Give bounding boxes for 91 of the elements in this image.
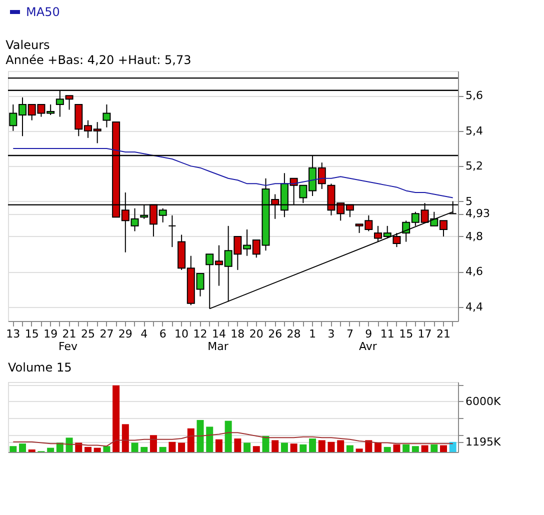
bar [440,445,447,452]
x-tick-label: 20 [249,328,264,340]
bar [244,442,251,452]
bar [140,446,148,452]
x-tick-label: 4 [140,328,148,340]
bar [178,442,186,452]
x-tick-label: 15 [399,328,414,340]
bar [346,445,354,452]
bar [94,448,101,452]
bar [19,444,26,452]
bar [430,444,438,452]
bar [300,444,307,452]
x-tick-label: 12 [193,328,208,340]
text: Avr [359,340,378,353]
x-tick-label: 21 [62,328,76,340]
bar [252,446,260,452]
y-tick-label: 5,4 [466,124,483,138]
x-tick-label: 28 [286,328,301,340]
x-tick-label: 18 [230,328,245,340]
y-tick-label: 4,93 [466,207,490,220]
bar [318,440,326,452]
x-tick-label: 19 [44,328,58,340]
bar [66,438,73,452]
bar [131,442,138,452]
x-tick-label: 9 [365,328,372,340]
bar [374,442,382,452]
y-tick-label: 5 [466,194,472,208]
x-tick-label: 27 [100,328,114,340]
bar [187,428,194,452]
text: Fev [58,340,78,353]
x-tick-label: 11 [380,328,394,340]
bar [328,442,335,452]
x-tick-label: 29 [118,328,132,340]
bar [262,436,270,452]
bar [47,448,54,452]
y-tick-label: 4,6 [466,265,483,278]
text: Mar [208,340,229,353]
bar [159,446,166,452]
x-tick-label: 14 [212,328,226,340]
bar [356,448,363,452]
bar [337,440,344,452]
x-tick-label: 26 [268,328,282,340]
x-tick-label: 6 [159,328,166,340]
bar [168,442,176,452]
bar [196,420,204,452]
y-tick-label: 5,2 [466,160,483,173]
bar [215,439,222,452]
bar [112,385,120,452]
x-tick-label: 17 [418,328,432,340]
bar [290,444,298,452]
bar [122,424,129,452]
chart-subtitle: Année +Bas: 4,20 +Haut: 5,73 [6,53,192,67]
bar [280,442,288,452]
chart-title: Valeurs [6,38,50,52]
candlestick [168,214,176,248]
bar [449,442,456,452]
bar [206,426,214,452]
bar [28,449,36,452]
bar [412,446,419,452]
x-tick-label: 3 [328,328,335,340]
x-tick-label: 21 [436,328,450,340]
bar [365,440,372,452]
line-series [12,148,454,198]
y-tick-label: 4,8 [466,230,483,243]
bar [84,446,92,452]
bar [103,446,110,452]
y-tick-label: 5,6 [466,89,483,102]
bar [384,446,391,452]
candlestick [102,104,111,128]
bar [10,446,17,452]
legend-label: MA50 [26,5,60,19]
x-tick-label: 15 [24,328,39,340]
bar [272,440,279,452]
bar [234,438,242,452]
x-tick-label: 10 [174,328,189,340]
x-tick-label: 25 [80,328,95,340]
y-tick-label: 1195K [466,435,502,448]
x-tick-label: 13 [6,328,20,340]
chart-title: Volume 15 [8,360,72,375]
bar [150,435,157,452]
line-series [12,432,454,447]
y-tick-label: 4,4 [466,300,483,314]
x-tick-label: 7 [346,328,354,340]
y-tick-label: 6000K [466,394,502,408]
x-tick-label: 1 [309,328,316,340]
bar [421,445,428,452]
candlestick [392,232,401,248]
bar [393,444,400,452]
bar [224,420,232,452]
bar [309,438,316,452]
bar [402,444,410,452]
